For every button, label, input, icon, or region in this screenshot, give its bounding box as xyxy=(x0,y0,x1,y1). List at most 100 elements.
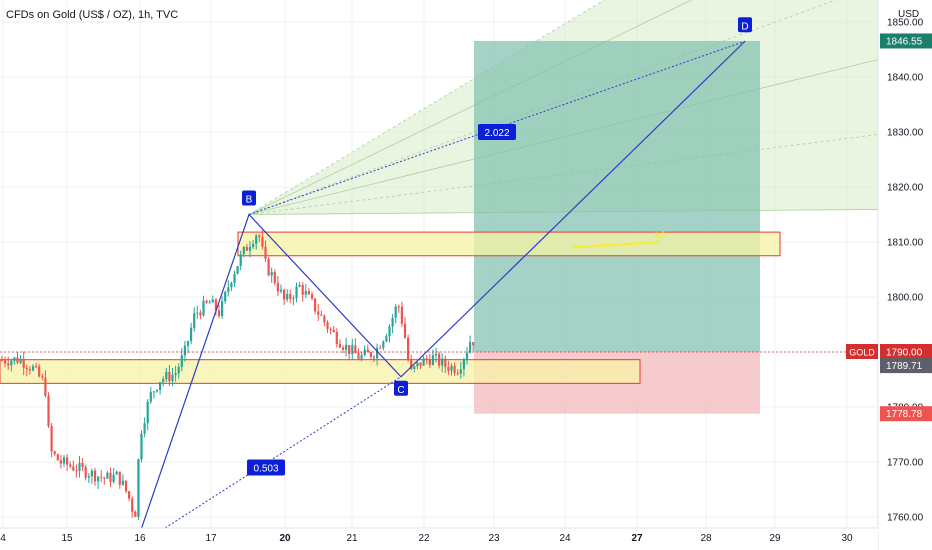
candle-body-117 xyxy=(363,349,366,356)
candle-20 xyxy=(62,454,66,467)
price-tag-text-gold: 1790.00 xyxy=(886,348,923,359)
candle-body-56 xyxy=(174,373,177,375)
candle-68 xyxy=(211,295,214,303)
target-zone xyxy=(474,40,760,352)
fib-channel-line-3 xyxy=(248,0,837,215)
candle-147 xyxy=(456,369,459,376)
candle-61 xyxy=(190,322,193,345)
candle-body-71 xyxy=(221,301,224,316)
candle-12 xyxy=(38,363,41,378)
candle-96 xyxy=(298,282,301,288)
candle-107 xyxy=(332,325,335,333)
candle-body-52 xyxy=(162,379,165,383)
candle-79 xyxy=(245,243,248,252)
candle-19 xyxy=(59,454,62,469)
candle-body-137 xyxy=(425,358,428,360)
candle-144 xyxy=(447,360,450,376)
candle-body-90 xyxy=(279,289,283,292)
candle-body-51 xyxy=(159,382,162,390)
candle-27 xyxy=(84,464,87,481)
candle-23 xyxy=(72,460,75,472)
candle-body-39 xyxy=(121,480,124,485)
candle-55 xyxy=(171,367,174,387)
candle-44 xyxy=(137,458,140,520)
candle-body-25 xyxy=(78,462,81,472)
candle-39 xyxy=(121,474,124,486)
candle-16 xyxy=(50,423,53,458)
candle-50 xyxy=(155,389,159,393)
candle-112 xyxy=(348,345,351,361)
candle-29 xyxy=(90,468,93,484)
candle-body-1 xyxy=(4,360,7,364)
pattern-labels: B C D 2.022 0.503 xyxy=(242,17,752,476)
candle-128 xyxy=(397,304,400,313)
zone-1 xyxy=(0,359,641,384)
candle-92 xyxy=(286,289,289,302)
candle-body-38 xyxy=(118,471,121,485)
candle-80 xyxy=(248,241,252,258)
candle-72 xyxy=(224,290,227,304)
candle-17 xyxy=(53,450,56,456)
candle-34 xyxy=(106,470,109,479)
point-label-bg-D xyxy=(738,17,752,33)
candle-body-18 xyxy=(56,454,59,461)
candle-body-82 xyxy=(255,235,258,244)
candle-122 xyxy=(379,345,382,349)
candle-81 xyxy=(252,239,255,250)
candle-body-79 xyxy=(245,246,248,251)
candle-22 xyxy=(69,461,72,469)
candle-body-4 xyxy=(13,357,16,361)
candle-body-23 xyxy=(72,466,75,471)
candle-body-32 xyxy=(100,476,103,478)
candle-body-123 xyxy=(382,341,385,348)
candle-114 xyxy=(354,338,357,354)
candle-145 xyxy=(450,363,453,376)
candle-body-150 xyxy=(465,352,469,360)
tp-annotation-label: tp1 xyxy=(655,230,667,239)
candle-125 xyxy=(388,324,391,343)
candle-93 xyxy=(289,289,292,304)
candle-body-45 xyxy=(140,433,143,460)
candle-119 xyxy=(369,351,372,360)
price-tag-text-last: 1789.71 xyxy=(886,361,923,372)
candle-body-12 xyxy=(38,366,41,377)
candle-body-49 xyxy=(152,391,155,393)
candle-body-120 xyxy=(372,356,376,359)
candle-body-132 xyxy=(410,360,413,369)
price-tag-text-stop: 1778.78 xyxy=(886,409,923,420)
candle-57 xyxy=(177,363,180,379)
price-axis-bg xyxy=(878,0,932,550)
x-tick-label-0: 4 xyxy=(0,533,6,544)
candle-33 xyxy=(103,476,106,485)
point-label-bg-C xyxy=(394,380,408,396)
candle-body-139 xyxy=(431,355,434,365)
candle-52 xyxy=(162,376,165,387)
candle-body-6 xyxy=(19,358,22,363)
candle-136 xyxy=(422,355,425,366)
candle-body-138 xyxy=(428,359,431,365)
candle-body-42 xyxy=(131,498,134,512)
candle-30 xyxy=(93,467,97,486)
pattern-bd-ratio-line xyxy=(248,40,746,215)
candle-99 xyxy=(307,287,310,295)
candle-151 xyxy=(469,335,472,354)
candle-body-134 xyxy=(416,362,419,367)
candle-body-11 xyxy=(35,366,38,368)
candle-56 xyxy=(174,365,177,382)
candle-89 xyxy=(276,276,279,297)
candle-24 xyxy=(75,464,78,478)
candle-body-109 xyxy=(338,344,341,348)
candle-body-144 xyxy=(447,366,450,371)
candle-85 xyxy=(264,240,267,263)
candle-body-148 xyxy=(459,369,462,374)
candle-body-8 xyxy=(25,367,28,370)
ratio-label-text-1: 0.503 xyxy=(253,464,278,475)
candle-body-129 xyxy=(400,306,403,324)
candle-38 xyxy=(118,471,121,489)
candle-body-105 xyxy=(326,322,329,329)
candle-body-30 xyxy=(93,470,97,482)
candle-body-103 xyxy=(320,314,323,316)
point-label-text-B: B xyxy=(246,195,253,206)
